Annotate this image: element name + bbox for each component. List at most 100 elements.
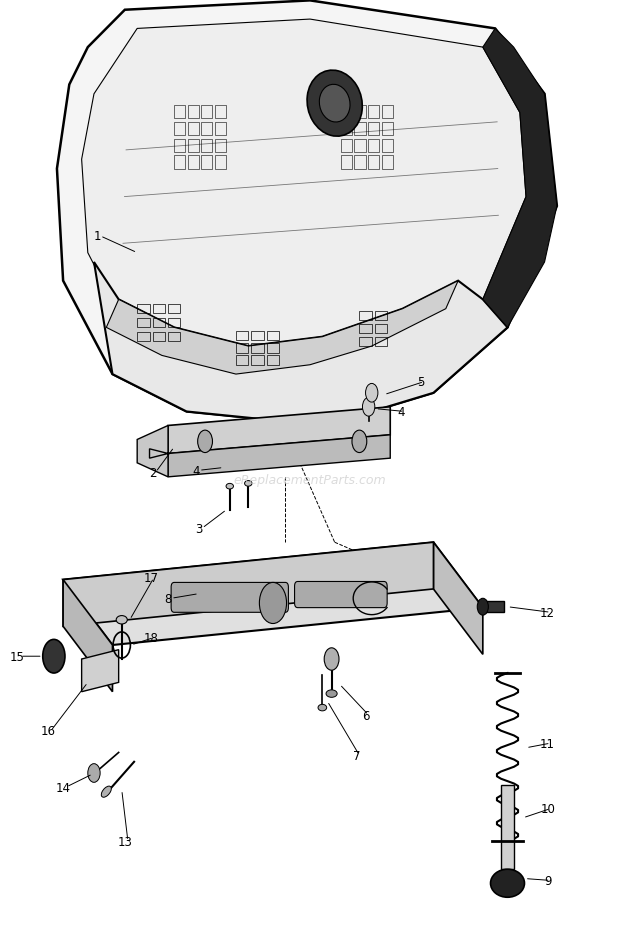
Ellipse shape [319,85,350,123]
Bar [360,324,372,333]
Text: 18: 18 [143,632,158,644]
Polygon shape [433,543,483,654]
Bar [202,106,213,119]
Text: 14: 14 [56,781,71,794]
Bar [188,106,199,119]
Bar [381,123,392,136]
Bar [153,305,165,314]
Text: 12: 12 [540,607,555,619]
Circle shape [363,398,375,417]
Bar [502,785,514,870]
Bar [215,139,226,153]
Bar [360,311,372,320]
Polygon shape [168,407,390,454]
Bar [267,356,279,365]
Bar [483,602,505,613]
Bar [174,139,185,153]
Bar [168,318,180,328]
Bar [355,156,366,169]
Bar [202,139,213,153]
Ellipse shape [244,481,252,487]
Bar [381,106,392,119]
Bar [341,106,352,119]
Polygon shape [63,543,433,626]
Text: 6: 6 [362,709,370,722]
Circle shape [366,384,378,402]
Bar [168,332,180,342]
Bar [368,106,379,119]
Ellipse shape [326,690,337,697]
Bar [215,156,226,169]
Bar [267,331,279,341]
Text: 3: 3 [195,522,203,535]
Bar [137,318,149,328]
Bar [341,139,352,153]
Bar [174,106,185,119]
Text: 8: 8 [164,592,172,606]
Bar [375,311,387,320]
Text: 13: 13 [117,835,132,848]
Circle shape [324,648,339,670]
Bar [381,139,392,153]
Bar [341,156,352,169]
Polygon shape [82,20,526,384]
Bar [137,305,149,314]
Bar [236,344,248,353]
Bar [174,156,185,169]
Bar [375,337,387,346]
Ellipse shape [101,786,112,797]
Bar [215,106,226,119]
Bar [153,318,165,328]
Bar [236,356,248,365]
Bar [188,156,199,169]
Text: 9: 9 [544,874,551,887]
Text: 2: 2 [149,466,156,479]
Text: 17: 17 [143,572,158,585]
Text: 16: 16 [40,724,55,738]
Text: 4: 4 [192,464,200,477]
Bar [368,139,379,153]
Bar [355,123,366,136]
Circle shape [43,639,65,673]
Polygon shape [137,426,168,477]
Text: 5: 5 [417,375,425,388]
Bar [360,337,372,346]
Bar [188,139,199,153]
Text: eReplacementParts.com: eReplacementParts.com [234,474,386,487]
Text: 11: 11 [540,737,555,750]
Bar [153,332,165,342]
Text: 10: 10 [540,802,555,815]
Polygon shape [94,263,508,421]
Bar [368,123,379,136]
Bar [341,123,352,136]
Polygon shape [63,580,112,692]
Bar [202,156,213,169]
Bar [188,123,199,136]
FancyBboxPatch shape [294,582,387,608]
Circle shape [259,583,286,624]
Bar [381,156,392,169]
Bar [375,324,387,333]
Bar [251,344,264,353]
Polygon shape [168,435,390,477]
Polygon shape [63,543,483,645]
Bar [355,139,366,153]
Polygon shape [483,29,557,328]
Ellipse shape [116,616,127,624]
Bar [251,356,264,365]
Circle shape [198,431,213,453]
Bar [137,332,149,342]
Bar [368,156,379,169]
Bar [267,344,279,353]
Bar [202,123,213,136]
Text: 4: 4 [397,405,405,418]
Circle shape [88,764,100,782]
Ellipse shape [226,484,234,490]
Polygon shape [57,1,557,421]
Bar [251,331,264,341]
Bar [215,123,226,136]
Text: 7: 7 [353,749,360,762]
Text: 15: 15 [9,650,24,663]
Ellipse shape [318,705,327,711]
Polygon shape [82,650,118,692]
